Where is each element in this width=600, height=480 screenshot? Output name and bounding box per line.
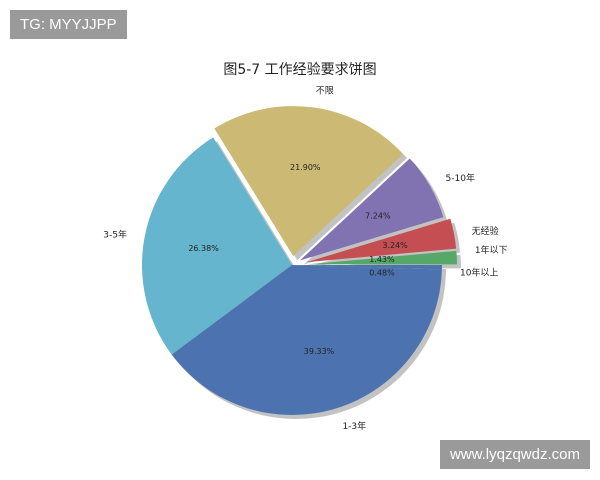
slice-percent-label: 3.24% — [382, 241, 408, 250]
slice-percent-label: 1.43% — [369, 255, 395, 264]
slice-label: 无经验 — [472, 225, 499, 237]
pie-slice-1 — [306, 218, 457, 263]
slice-label: 1-3年 — [342, 420, 366, 432]
slice-label: 不限 — [316, 86, 334, 97]
watermark-top-left: TG: MYYJJPP — [10, 10, 127, 39]
slice-label: 3-5年 — [103, 229, 127, 241]
pie-slice-0 — [306, 250, 457, 265]
slice-percent-label: 0.48% — [369, 268, 395, 277]
slice-label: 1年以下 — [475, 244, 508, 256]
slice-percent-label: 39.33% — [304, 347, 335, 356]
pie-slice-5 — [171, 265, 442, 416]
slice-percent-label: 26.38% — [188, 244, 219, 253]
watermark-bottom-right: www.lyqzqwdz.com — [439, 440, 590, 469]
pie-slice-6 — [292, 265, 442, 270]
pie-slice-4 — [141, 137, 292, 355]
slice-label: 10年以上 — [460, 267, 498, 279]
slice-percent-label: 21.90% — [290, 163, 321, 172]
pie-slice-2 — [299, 158, 444, 261]
slice-label: 5-10年 — [446, 172, 475, 184]
chart-title: 图5-7 工作经验要求饼图 — [223, 62, 376, 78]
slice-percent-label: 7.24% — [365, 212, 391, 221]
pie-slice-3 — [214, 106, 404, 257]
